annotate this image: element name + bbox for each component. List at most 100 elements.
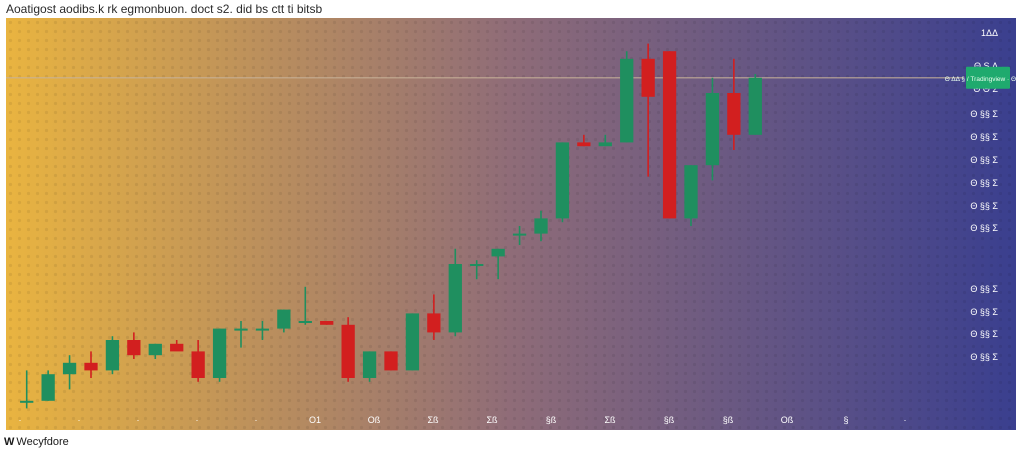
x-tick-label: Oß: [781, 415, 794, 425]
candle-35[interactable]: [748, 74, 762, 135]
candle-7[interactable]: [148, 343, 162, 359]
candle-body-down: [191, 351, 205, 378]
candle-body-down: [427, 313, 441, 333]
candle-13[interactable]: [277, 309, 291, 333]
chart-panel[interactable]: 1ΔΔ Θ S Δ Θ Θ Σ Θ §§ Σ Θ §§ Σ Θ §§ Σ Θ §§ Σ Θ §…: [6, 18, 1016, 430]
candle-body-down: [384, 351, 398, 371]
x-tick-label: Σß: [604, 415, 616, 425]
candle-body-up: [255, 328, 270, 331]
candle-5[interactable]: [105, 336, 120, 375]
y-tick-label: Θ §§ Σ: [970, 155, 998, 165]
candle-body-down: [727, 93, 741, 135]
candle-body-up: [405, 313, 420, 371]
x-tick-label: ·: [137, 415, 140, 425]
candle-9[interactable]: [191, 340, 205, 382]
candle-body-up: [555, 142, 570, 219]
y-tick-label: Θ §§ Σ: [970, 132, 998, 142]
candle-21[interactable]: [448, 248, 462, 337]
candle-4[interactable]: [84, 351, 98, 378]
candle-body-down: [320, 321, 334, 325]
y-tick-label: Θ §§ Σ: [970, 352, 998, 362]
x-tick-label: §ß: [723, 415, 734, 425]
x-tick-label: §ß: [664, 415, 675, 425]
x-tick-label: §: [843, 415, 848, 425]
candle-body-down: [170, 343, 184, 352]
x-tick-label: Σß: [427, 415, 439, 425]
candle-body-down: [641, 58, 655, 97]
y-tick-label: Θ Θ Σ: [973, 84, 998, 94]
candle-body-up: [512, 233, 527, 236]
candle-26[interactable]: [555, 142, 570, 223]
x-tick-label: ·: [904, 415, 907, 425]
candle-body-up: [705, 93, 720, 166]
candle-17[interactable]: [362, 351, 377, 382]
candle-25[interactable]: [534, 210, 548, 242]
candle-19[interactable]: [405, 313, 420, 371]
y-tick-label: 1ΔΔ: [981, 28, 998, 38]
candles-group: [20, 43, 762, 409]
candle-33[interactable]: [705, 77, 720, 181]
candle-body-up: [684, 165, 698, 219]
candle-body-up: [534, 218, 548, 234]
price-tag-bg: [966, 66, 1010, 89]
x-tick-label: ·: [78, 415, 81, 425]
candle-27[interactable]: [577, 134, 591, 147]
candle-body-up: [148, 343, 162, 356]
candle-22[interactable]: [470, 260, 484, 280]
candlestick-chart[interactable]: 1ΔΔ Θ S Δ Θ Θ Σ Θ §§ Σ Θ §§ Σ Θ §§ Σ Θ §§ Σ Θ §…: [6, 18, 1016, 430]
candle-body-up: [448, 264, 462, 333]
candle-18[interactable]: [384, 351, 398, 371]
candle-15[interactable]: [320, 321, 334, 325]
candle-body-up: [748, 77, 762, 135]
candle-body-down: [577, 142, 591, 147]
candle-6[interactable]: [127, 332, 141, 359]
x-tick-label: ·: [255, 415, 258, 425]
candle-body-up: [362, 351, 377, 378]
candle-body-up: [491, 248, 505, 257]
candle-body-up: [470, 264, 484, 266]
y-tick-label: Θ §§ Σ: [970, 178, 998, 188]
candle-11[interactable]: [234, 321, 248, 348]
candle-8[interactable]: [170, 340, 184, 352]
candle-body-down: [341, 324, 355, 378]
candle-body-up: [212, 328, 227, 378]
candle-body-up: [277, 309, 291, 329]
y-tick-label: Θ §§ Σ: [970, 201, 998, 211]
candle-body-up: [598, 142, 612, 147]
y-tick-label: Θ §§ Σ: [970, 109, 998, 119]
candle-24[interactable]: [512, 226, 527, 245]
candle-body-up: [620, 58, 634, 143]
candle-2[interactable]: [41, 370, 55, 401]
x-tick-label: O1: [309, 415, 321, 425]
y-tick-label: Θ S Δ: [974, 61, 998, 71]
candle-12[interactable]: [255, 321, 270, 340]
candle-20[interactable]: [427, 294, 441, 340]
candle-32[interactable]: [684, 165, 698, 226]
candle-body-up: [62, 362, 77, 375]
y-tick-label: Θ §§ Σ: [970, 223, 998, 233]
candle-10[interactable]: [212, 328, 227, 382]
candle-34[interactable]: [727, 58, 741, 150]
y-tick-label: Θ §§ Σ: [970, 307, 998, 317]
candle-23[interactable]: [491, 248, 505, 280]
candle-body-down: [662, 51, 677, 219]
candle-30[interactable]: [641, 43, 655, 177]
candle-body-up: [41, 374, 55, 401]
page-title: Aoatigost aodibs.k rk egmonbuon. doct s2…: [6, 2, 323, 16]
candle-31[interactable]: [662, 51, 677, 219]
candle-1[interactable]: [20, 370, 34, 409]
x-tick-label: ·: [19, 415, 22, 425]
y-tick-label: Θ §§ Σ: [970, 284, 998, 294]
candle-14[interactable]: [298, 286, 312, 325]
logo-mark: W: [4, 436, 15, 448]
current-price-tag[interactable]: Θ ΔΔ § / Tradingview · ΘΘΘΘ: [945, 66, 1016, 89]
candle-29[interactable]: [620, 51, 634, 143]
candle-28[interactable]: [598, 134, 612, 147]
candle-16[interactable]: [341, 317, 355, 382]
candle-body-up: [105, 340, 120, 371]
candle-3[interactable]: [62, 355, 77, 390]
candle-body-down: [127, 340, 141, 356]
x-tick-label: Oß: [368, 415, 381, 425]
logo-text: Wecyfdore: [16, 436, 69, 448]
brand-logo: W Wecyfdore: [4, 436, 69, 448]
